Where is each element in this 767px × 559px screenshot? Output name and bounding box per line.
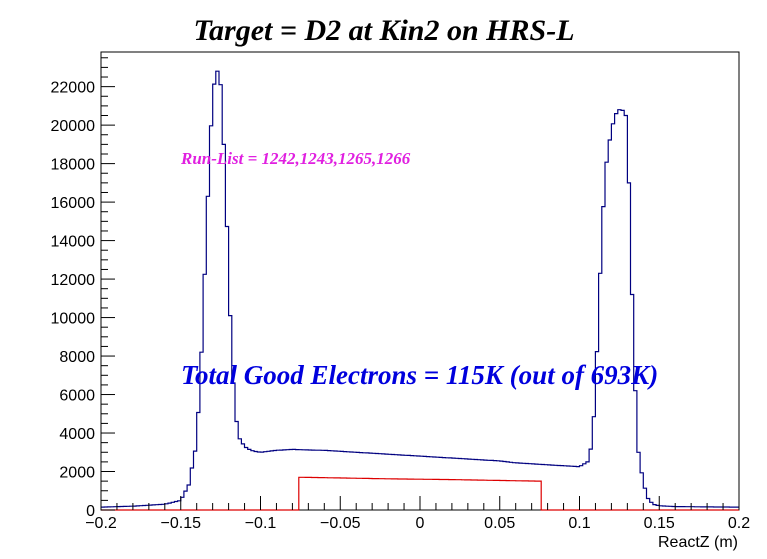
x-tick-label: 0.1 (568, 515, 590, 532)
series-line-0 (101, 70, 739, 508)
y-tick-label: 8000 (59, 349, 95, 366)
y-tick-label: 12000 (51, 272, 96, 289)
x-tick-label: −0.2 (85, 515, 117, 532)
y-tick-label: 6000 (59, 388, 95, 405)
chart-title: Target = D2 at Kin2 on HRS-L (193, 14, 574, 47)
y-tick-label: 20000 (51, 118, 96, 135)
x-tick-label: −0.05 (320, 515, 361, 532)
y-tick-label: 0 (86, 503, 95, 520)
annotation-run-list: Run-List = 1242,1243,1265,1266 (180, 149, 411, 168)
x-axis: −0.2 −0.15 −0.1 −0.05 0 0.05 0.1 0.15 0.2 (85, 496, 750, 532)
y-tick-label: 4000 (59, 426, 95, 443)
x-axis-title: ReactZ (m) (658, 534, 738, 551)
x-tick-label: 0.2 (728, 515, 750, 532)
y-tick-label: 18000 (51, 157, 96, 174)
y-tick-label: 10000 (51, 311, 96, 328)
series-layer (101, 70, 739, 511)
x-tick-label: 0.15 (644, 515, 675, 532)
y-tick-label: 22000 (51, 80, 96, 97)
x-tick-label: −0.15 (161, 515, 202, 532)
y-tick-label: 2000 (59, 465, 95, 482)
y-axis: 0 2000 4000 6000 8000 10000 12000 14000 16000 180… (51, 57, 115, 520)
annotation-total-good-electrons: Total Good Electrons = 115K (out of 693K… (181, 360, 658, 390)
x-tick-label: −0.1 (245, 515, 277, 532)
x-tick-label: 0 (416, 515, 425, 532)
x-tick-label: 0.05 (484, 515, 515, 532)
y-tick-label: 16000 (51, 195, 96, 212)
y-tick-label: 14000 (51, 234, 96, 251)
